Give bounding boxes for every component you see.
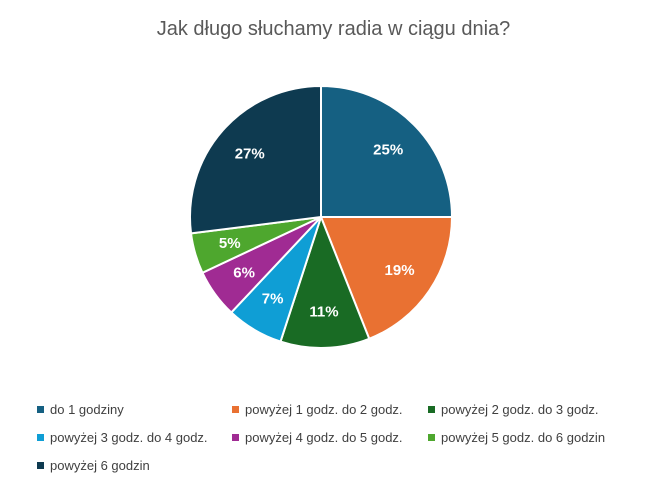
slice-data-label: 11% <box>309 303 338 320</box>
slice-data-label: 19% <box>385 262 415 279</box>
legend-label: powyżej 5 godz. do 6 godzin <box>441 429 606 445</box>
chart-title: Jak długo słuchamy radia w ciągu dnia? <box>156 18 511 40</box>
legend-label: powyżej 3 godz. do 4 godz. <box>50 429 208 445</box>
legend-swatch <box>232 405 239 413</box>
legend-item: powyżej 6 godzin <box>37 458 232 473</box>
slice-data-label: 27% <box>235 146 265 163</box>
legend-swatch <box>37 405 44 413</box>
legend: do 1 godziny powyżej 1 godz. do 2 godz. … <box>37 395 657 479</box>
pie-slice <box>279 214 371 349</box>
legend-swatch <box>232 433 239 441</box>
legend-item: powyżej 3 godz. do 4 godz. <box>37 430 232 445</box>
legend-label: powyżej 2 godz. do 3 godz. <box>441 401 599 417</box>
legend-item: powyżej 5 godz. do 6 godzin <box>428 430 605 445</box>
legend-label: powyżej 4 godz. do 5 godz. <box>245 429 403 445</box>
legend-label: powyżej 6 godzin <box>50 457 150 473</box>
legend-label: powyżej 1 godz. do 2 godz. <box>245 401 403 417</box>
pie-slice <box>320 84 454 218</box>
slice-data-label: 7% <box>262 290 284 307</box>
slice-data-label: 5% <box>219 235 241 252</box>
legend-swatch <box>37 461 44 469</box>
pie-slice <box>189 84 322 235</box>
legend-item: powyżej 1 godz. do 2 godz. <box>232 402 428 417</box>
legend-row: powyżej 6 godzin <box>37 451 657 479</box>
legend-swatch <box>428 433 435 441</box>
legend-swatch <box>37 433 44 441</box>
legend-item: do 1 godziny <box>37 402 232 417</box>
legend-label: do 1 godziny <box>50 401 124 417</box>
legend-swatch <box>428 405 435 413</box>
legend-row: do 1 godziny powyżej 1 godz. do 2 godz. … <box>37 395 657 423</box>
slice-data-label: 6% <box>233 264 255 281</box>
pie-slice <box>319 216 454 341</box>
legend-item: powyżej 4 godz. do 5 godz. <box>232 430 428 445</box>
legend-item: powyżej 2 godz. do 3 godz. <box>428 402 599 417</box>
legend-row: powyżej 3 godz. do 4 godz. powyżej 4 god… <box>37 423 657 451</box>
slice-data-label: 25% <box>373 141 403 158</box>
